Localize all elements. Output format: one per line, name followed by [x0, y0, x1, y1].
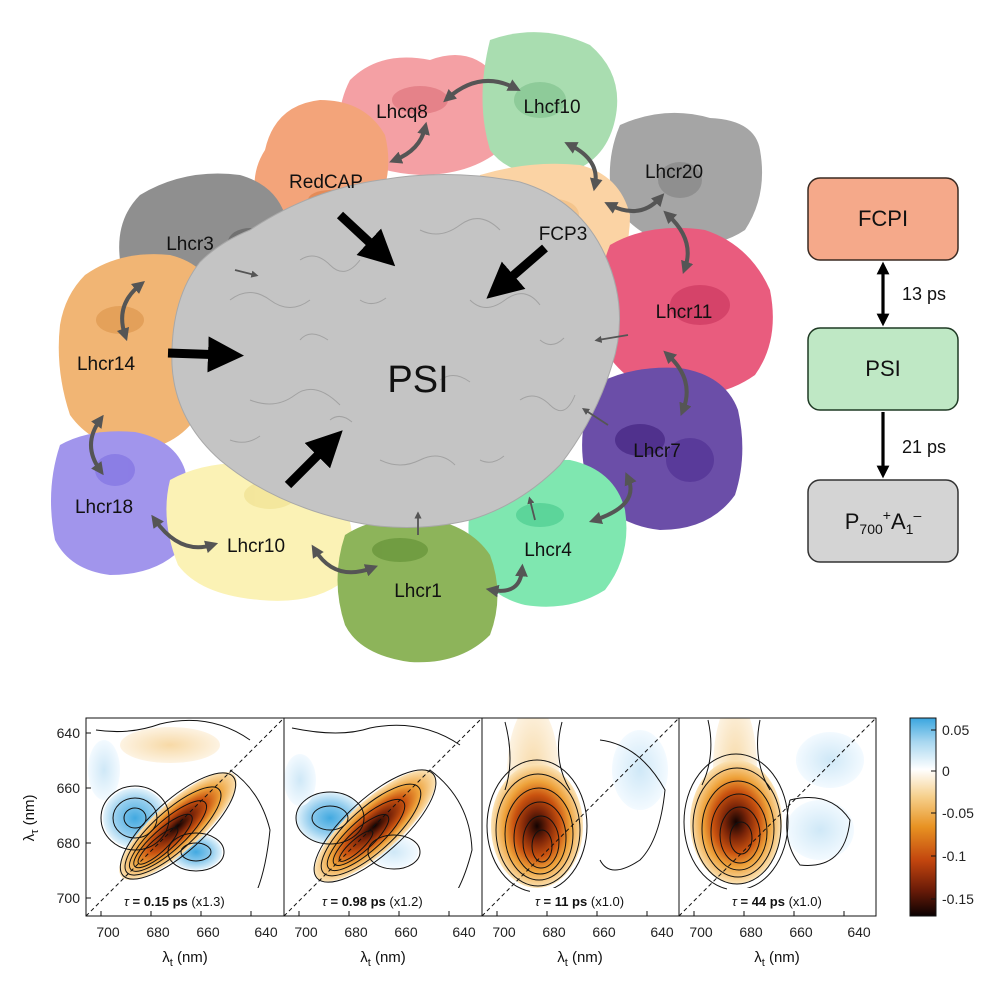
label-lhcr3: Lhcr3 — [166, 234, 214, 255]
x-axis-label-3: λt (nm) — [557, 949, 603, 969]
state-label-fcpi: FCPI — [858, 206, 908, 231]
label-psi-core: PSI — [387, 359, 448, 401]
svg-text:700: 700 — [294, 924, 318, 940]
label-lhcr20: Lhcr20 — [645, 162, 703, 183]
label-lhcr14: Lhcr14 — [77, 354, 136, 375]
svg-text:680: 680 — [739, 924, 763, 940]
panel-3-tau-label: τ = 11 ps (x1.0) — [535, 894, 624, 909]
kinetic-scheme: FCPI PSI P700+A1– 13 ps 21 ps — [807, 177, 959, 563]
colorbar-tick-4: -0.1 — [942, 848, 966, 864]
svg-text:680: 680 — [344, 924, 368, 940]
arrow-fcp3-to-psi — [486, 244, 548, 299]
svg-text:700: 700 — [96, 924, 120, 940]
spectrum-panel-2 — [284, 718, 482, 916]
transition-time-psi-p700: 21 ps — [902, 437, 946, 457]
x-axis-label-4: λt (nm) — [754, 949, 800, 969]
antenna-exchange-arrows — [89, 79, 694, 598]
svg-text:640: 640 — [650, 924, 674, 940]
arrow-redcap-to-psi — [336, 211, 396, 267]
label-lhcr1: Lhcr1 — [394, 581, 442, 602]
svg-text:660: 660 — [789, 924, 813, 940]
colorbar-tick-1: 0.05 — [942, 722, 969, 738]
small-transfer-arrows — [234, 269, 629, 535]
spectra-figure: τ = 0.15 ps (x1.3) τ = 0.98 ps (x1.2) τ … — [21, 717, 974, 969]
label-lhcr11: Lhcr11 — [656, 302, 713, 323]
label-lhcq8: Lhcq8 — [376, 102, 428, 123]
label-lhcf10: Lhcf10 — [523, 97, 580, 118]
colorbar-tick-2: 0 — [942, 763, 950, 779]
svg-text:660: 660 — [592, 924, 616, 940]
svg-text:660: 660 — [394, 924, 418, 940]
spectrum-panel-3 — [482, 718, 679, 916]
svg-text:640: 640 — [254, 924, 278, 940]
panel-4-tau-label: τ = 44 ps (x1.0) — [732, 894, 822, 909]
state-box-p700-a1 — [807, 479, 959, 563]
svg-text:660: 660 — [196, 924, 220, 940]
x-axis-label-1: λt (nm) — [162, 949, 208, 969]
x-axis: 700 680 660 640 700 680 660 640 700 680 660 640 7… — [96, 911, 871, 940]
y-axis-label: λτ (nm) — [21, 795, 41, 842]
arrow-lhcr14-to-psi — [167, 336, 244, 373]
label-lhcr10: Lhcr10 — [227, 536, 285, 557]
psi-core-texture — [229, 218, 576, 466]
label-lhcr18: Lhcr18 — [75, 497, 133, 518]
panel-1-tau-label: τ = 0.15 ps (x1.3) — [124, 894, 225, 909]
colorbar: 0.05 0 -0.05 -0.1 -0.15 — [909, 717, 974, 917]
y-tick-700: 700 — [57, 890, 81, 906]
svg-text:680: 680 — [146, 924, 170, 940]
label-fcp3: FCP3 — [539, 224, 588, 245]
svg-text:640: 640 — [452, 924, 476, 940]
colorbar-tick-5: -0.15 — [942, 891, 974, 907]
state-box-fcpi — [807, 177, 959, 261]
subunit-lhcr14-shape — [58, 254, 217, 450]
label-lhcr7: Lhcr7 — [633, 441, 681, 462]
x-axis-label-2: λt (nm) — [360, 949, 406, 969]
spectrum-panel-1 — [86, 718, 284, 916]
label-redcap: RedCAP — [289, 172, 363, 193]
state-label-p700-a1: P700+A1– — [845, 507, 922, 537]
arrow-lhcr10-to-psi — [284, 430, 343, 489]
svg-text:680: 680 — [542, 924, 566, 940]
svg-text:700: 700 — [689, 924, 713, 940]
transition-time-fcpi-psi: 13 ps — [902, 284, 946, 304]
y-tick-660: 660 — [57, 780, 81, 796]
label-lhcr4: Lhcr4 — [524, 540, 572, 561]
colorbar-tick-3: -0.05 — [942, 805, 974, 821]
y-tick-640: 640 — [57, 725, 81, 741]
transfer-arrows-to-psi — [167, 211, 548, 489]
panel-2-tau-label: τ = 0.98 ps (x1.2) — [322, 894, 423, 909]
protein-complex: Lhcq8 Lhcf10 RedCAP Lhcr20 FCP3 Lhcr3 Lh… — [51, 32, 773, 663]
svg-text:640: 640 — [847, 924, 871, 940]
svg-text:700: 700 — [492, 924, 516, 940]
y-axis: 640 660 680 700 — [57, 725, 91, 906]
state-label-psi: PSI — [865, 356, 900, 381]
spectrum-panel-4 — [679, 718, 876, 916]
state-box-psi — [807, 327, 959, 411]
y-tick-680: 680 — [57, 835, 81, 851]
